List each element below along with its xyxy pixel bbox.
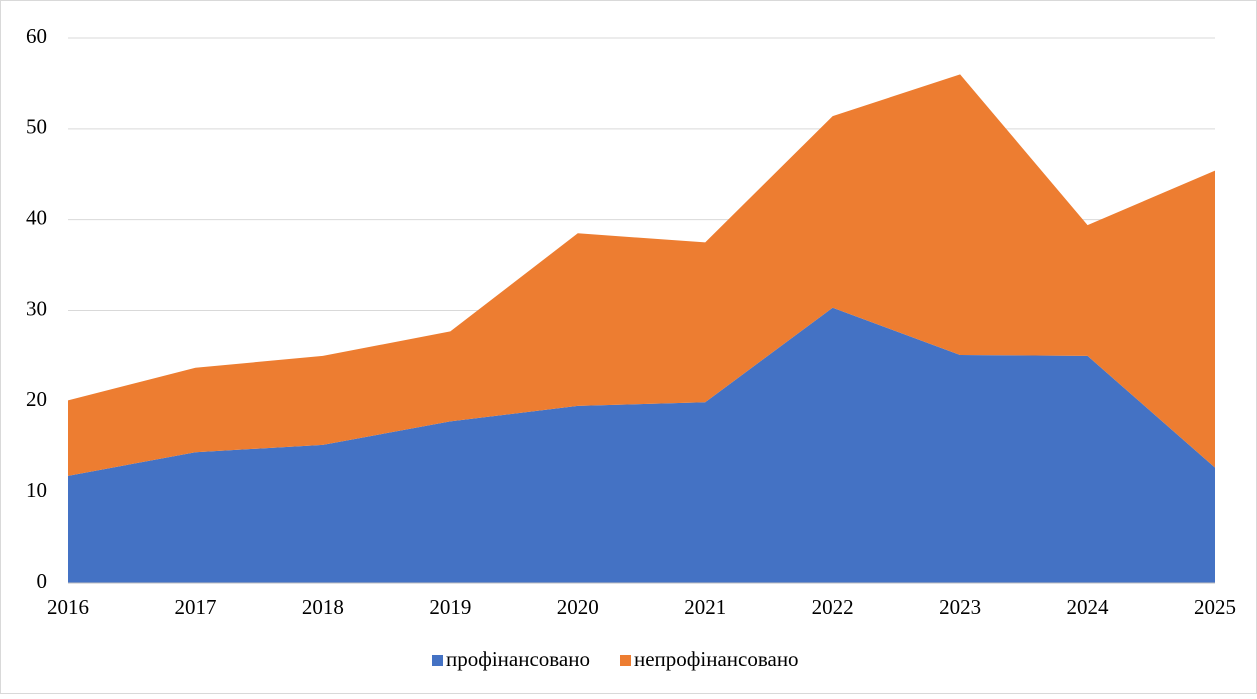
y-tick-label: 40 xyxy=(26,205,47,229)
x-tick-label: 2021 xyxy=(684,595,726,619)
area xyxy=(68,307,1215,583)
area xyxy=(68,74,1215,476)
x-tick-label: 2016 xyxy=(47,595,89,619)
x-tick-label: 2018 xyxy=(302,595,344,619)
x-tick-label: 2023 xyxy=(939,595,981,619)
x-tick-label: 2022 xyxy=(812,595,854,619)
y-tick-label: 0 xyxy=(37,569,48,593)
y-tick-label: 60 xyxy=(26,24,47,48)
x-tick-label: 2024 xyxy=(1067,595,1110,619)
y-tick-label: 30 xyxy=(26,296,47,320)
x-tick-label: 2017 xyxy=(174,595,216,619)
legend-swatch xyxy=(620,655,631,666)
y-tick-label: 20 xyxy=(26,387,47,411)
y-tick-label: 50 xyxy=(26,115,47,139)
legend-label: профінансовано xyxy=(446,647,590,671)
legend-swatch xyxy=(432,655,443,666)
x-tick-label: 2020 xyxy=(557,595,599,619)
legend-label: непрофінансовано xyxy=(634,647,799,671)
y-tick-label: 10 xyxy=(26,478,47,502)
x-tick-label: 2019 xyxy=(429,595,471,619)
x-tick-label: 2025 xyxy=(1194,595,1236,619)
